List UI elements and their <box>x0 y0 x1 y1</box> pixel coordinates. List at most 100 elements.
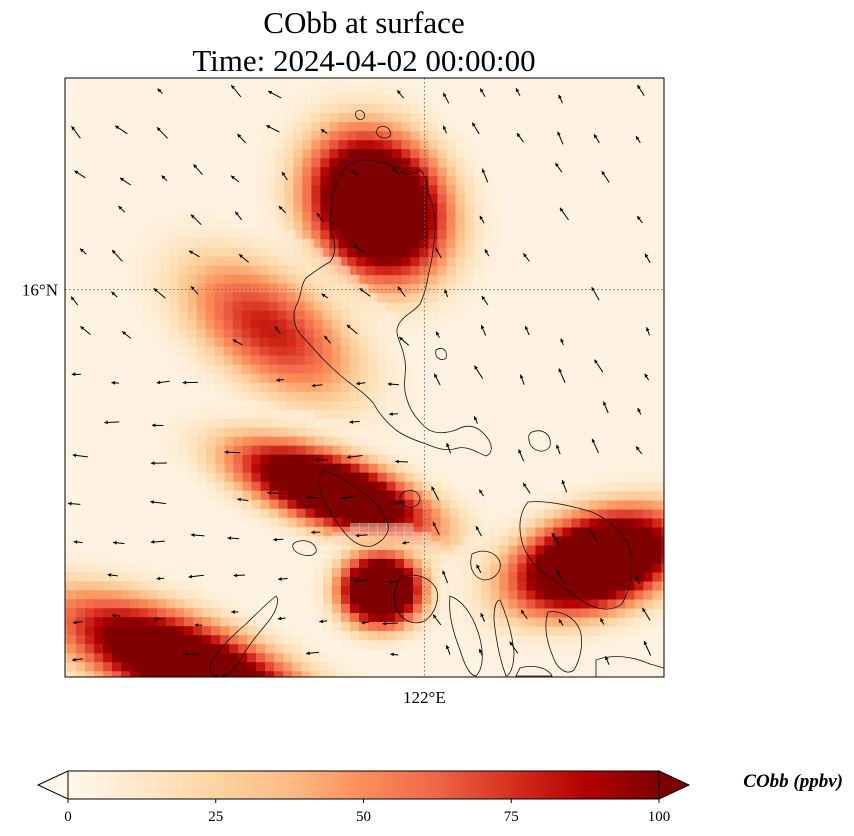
wind-arrow <box>471 122 480 135</box>
coastline-marinduque <box>399 490 421 508</box>
wind-arrow <box>311 383 323 388</box>
wind-arrow <box>593 133 600 144</box>
wind-arrow <box>636 215 643 224</box>
coastline-palawan <box>209 595 278 677</box>
title-line-2: Time: 2024-04-02 00:00:00 <box>192 43 535 78</box>
plume-central-luzon-plume <box>115 202 423 456</box>
wind-arrow <box>341 495 358 500</box>
wind-arrow <box>402 540 410 545</box>
wind-arrow <box>277 616 286 621</box>
wind-arrow <box>636 84 645 96</box>
wind-arrow <box>518 449 525 462</box>
coastline-masbate <box>470 550 501 581</box>
wind-arrow <box>231 610 239 614</box>
wind-arrow <box>433 373 441 386</box>
coastline-catanduanes <box>528 430 551 452</box>
wind-arrow <box>281 171 288 181</box>
wind-arrow <box>71 125 81 139</box>
map-panel[interactable] <box>0 68 761 798</box>
wind-arrow <box>234 211 243 221</box>
wind-arrow <box>484 248 490 257</box>
wind-arrow <box>389 579 399 584</box>
wind-arrow <box>480 612 486 622</box>
wind-arrow <box>107 573 118 577</box>
wind-arrow <box>442 92 450 104</box>
wind-arrow <box>431 486 440 501</box>
wind-arrow <box>161 175 168 182</box>
wind-arrow <box>479 88 486 98</box>
wind-arrow <box>156 126 168 139</box>
coastline-mindanao <box>595 656 664 677</box>
wind-arrow <box>72 453 88 458</box>
wind-arrow <box>267 90 282 99</box>
wind-arrow <box>266 124 280 133</box>
wind-arrow <box>478 648 483 656</box>
wind-arrow <box>395 459 409 464</box>
wind-arrow <box>551 532 561 546</box>
wind-arrow <box>72 620 83 625</box>
wind-arrow <box>323 335 331 344</box>
coastline-babuyan <box>375 126 391 139</box>
colorbar-tick-label: 75 <box>504 809 519 825</box>
wind-arrow <box>559 207 569 221</box>
wind-arrow <box>230 175 240 183</box>
wind-arrow <box>352 244 365 253</box>
wind-arrow <box>396 89 404 99</box>
wind-arrow <box>80 325 91 335</box>
wind-arrow <box>150 461 167 466</box>
wind-arrow <box>121 331 132 339</box>
wind-arrow <box>355 533 368 538</box>
colorbar-tick-label: 0 <box>64 809 72 825</box>
wind-arrow <box>238 253 249 263</box>
coastline-cebu <box>493 599 515 677</box>
wind-arrow <box>354 578 369 583</box>
wind-arrow <box>346 324 358 335</box>
wind-arrow <box>442 570 449 584</box>
colorbar-tick-label: 100 <box>648 809 671 825</box>
wind-arrow <box>114 125 128 135</box>
wind-arrow <box>389 412 398 416</box>
wind-arrow <box>556 444 561 455</box>
wind-arrow <box>311 530 321 535</box>
plume-panay-hotspot <box>305 522 459 659</box>
colorbar-extend-max <box>658 770 691 800</box>
wind-arrow <box>113 540 125 545</box>
wind-arrow <box>119 177 131 186</box>
wind-arrow <box>224 450 241 455</box>
wind-arrow <box>273 537 284 542</box>
wind-arrow <box>278 577 288 581</box>
coastline-panay <box>394 574 438 624</box>
plume-samar-leyte-hotspot <box>436 464 664 664</box>
wind-arrow <box>306 651 319 656</box>
wind-arrow <box>237 133 247 144</box>
wind-arrow <box>520 609 528 620</box>
wind-arrow <box>390 652 399 657</box>
title-line-1: CObb at surface <box>263 5 464 40</box>
wind-arrow <box>560 338 564 346</box>
wind-arrow <box>190 285 199 295</box>
wind-arrow <box>644 373 650 381</box>
wind-arrow <box>557 131 564 145</box>
wind-arrow <box>79 248 87 255</box>
wind-arrow <box>184 652 200 657</box>
wind-arrow <box>320 128 328 134</box>
wind-arrow <box>188 250 200 258</box>
wind-arrow <box>442 125 447 134</box>
wind-arrow <box>190 533 205 537</box>
wind-arrow <box>478 489 485 497</box>
coastline-leyte <box>545 611 582 673</box>
coastline-luzon <box>293 160 492 457</box>
wind-arrow <box>524 325 530 336</box>
coastline-mindoro <box>318 469 389 547</box>
wind-arrow <box>319 619 328 624</box>
wind-arrow <box>193 163 203 175</box>
wind-arrow <box>394 501 406 505</box>
wind-arrow <box>397 286 406 297</box>
wind-arrow <box>111 249 123 262</box>
wind-arrow <box>432 614 442 626</box>
coastlines <box>209 110 664 677</box>
wind-arrow <box>637 407 642 415</box>
wind-arrow <box>306 495 319 500</box>
wind-arrow <box>356 381 366 386</box>
wind-arrow <box>230 84 242 98</box>
